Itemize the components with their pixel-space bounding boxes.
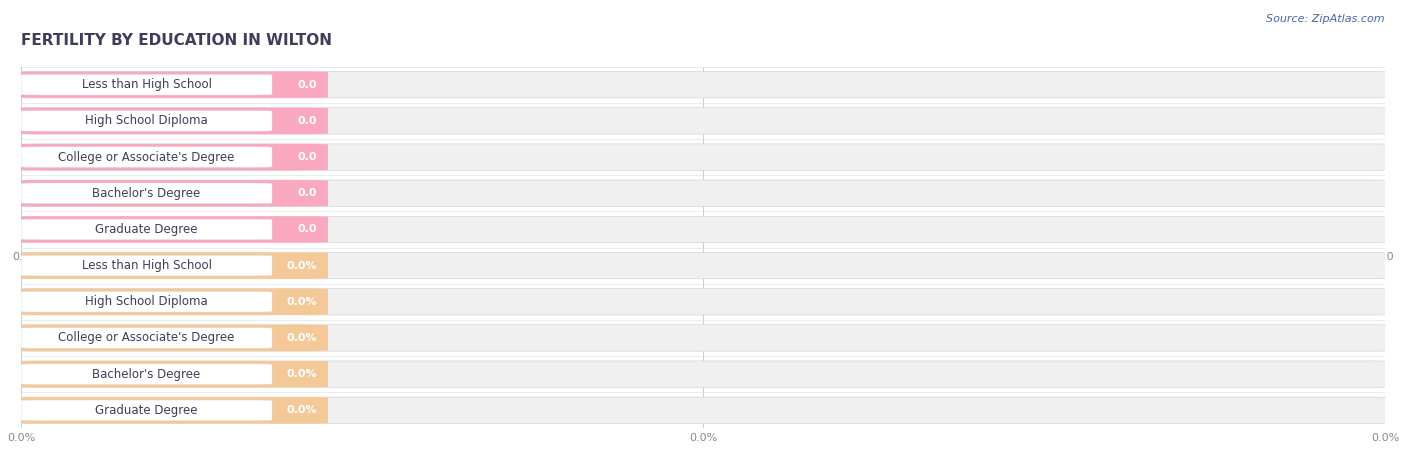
Text: FERTILITY BY EDUCATION IN WILTON: FERTILITY BY EDUCATION IN WILTON bbox=[21, 33, 332, 49]
FancyBboxPatch shape bbox=[21, 183, 271, 204]
Text: 0.0%: 0.0% bbox=[287, 260, 316, 271]
Text: Graduate Degree: Graduate Degree bbox=[96, 223, 198, 236]
Text: 0.0%: 0.0% bbox=[287, 297, 316, 307]
Text: Less than High School: Less than High School bbox=[82, 78, 211, 91]
Text: 0.0%: 0.0% bbox=[287, 369, 316, 379]
FancyBboxPatch shape bbox=[14, 361, 1392, 387]
Text: College or Associate's Degree: College or Associate's Degree bbox=[59, 150, 235, 164]
Text: 0.0: 0.0 bbox=[298, 79, 316, 90]
FancyBboxPatch shape bbox=[14, 361, 328, 387]
FancyBboxPatch shape bbox=[14, 288, 1392, 315]
FancyBboxPatch shape bbox=[21, 219, 271, 240]
FancyBboxPatch shape bbox=[14, 180, 328, 207]
Text: High School Diploma: High School Diploma bbox=[86, 114, 208, 128]
FancyBboxPatch shape bbox=[21, 291, 271, 312]
FancyBboxPatch shape bbox=[14, 397, 328, 424]
Text: 0.0: 0.0 bbox=[298, 152, 316, 162]
FancyBboxPatch shape bbox=[14, 144, 328, 170]
Text: 0.0: 0.0 bbox=[298, 188, 316, 198]
FancyBboxPatch shape bbox=[21, 147, 271, 168]
FancyBboxPatch shape bbox=[14, 325, 1392, 351]
FancyBboxPatch shape bbox=[21, 327, 271, 348]
FancyBboxPatch shape bbox=[14, 216, 328, 243]
Text: 0.0: 0.0 bbox=[298, 116, 316, 126]
FancyBboxPatch shape bbox=[14, 108, 328, 134]
FancyBboxPatch shape bbox=[21, 74, 271, 95]
FancyBboxPatch shape bbox=[14, 288, 328, 315]
FancyBboxPatch shape bbox=[21, 400, 271, 421]
FancyBboxPatch shape bbox=[14, 252, 1392, 279]
FancyBboxPatch shape bbox=[14, 252, 328, 279]
Text: Bachelor's Degree: Bachelor's Degree bbox=[93, 187, 201, 200]
FancyBboxPatch shape bbox=[21, 364, 271, 385]
FancyBboxPatch shape bbox=[14, 71, 328, 98]
FancyBboxPatch shape bbox=[21, 255, 271, 276]
Text: Graduate Degree: Graduate Degree bbox=[96, 404, 198, 417]
FancyBboxPatch shape bbox=[14, 108, 1392, 134]
FancyBboxPatch shape bbox=[14, 216, 1392, 243]
FancyBboxPatch shape bbox=[14, 71, 1392, 98]
Text: Bachelor's Degree: Bachelor's Degree bbox=[93, 367, 201, 381]
Text: 0.0%: 0.0% bbox=[287, 405, 316, 416]
Text: Less than High School: Less than High School bbox=[82, 259, 211, 272]
Text: Source: ZipAtlas.com: Source: ZipAtlas.com bbox=[1267, 14, 1385, 24]
FancyBboxPatch shape bbox=[14, 180, 1392, 207]
Text: 0.0: 0.0 bbox=[298, 224, 316, 235]
FancyBboxPatch shape bbox=[21, 110, 271, 131]
FancyBboxPatch shape bbox=[14, 325, 328, 351]
FancyBboxPatch shape bbox=[14, 144, 1392, 170]
Text: High School Diploma: High School Diploma bbox=[86, 295, 208, 308]
Text: 0.0%: 0.0% bbox=[287, 333, 316, 343]
FancyBboxPatch shape bbox=[14, 397, 1392, 424]
Text: College or Associate's Degree: College or Associate's Degree bbox=[59, 331, 235, 345]
